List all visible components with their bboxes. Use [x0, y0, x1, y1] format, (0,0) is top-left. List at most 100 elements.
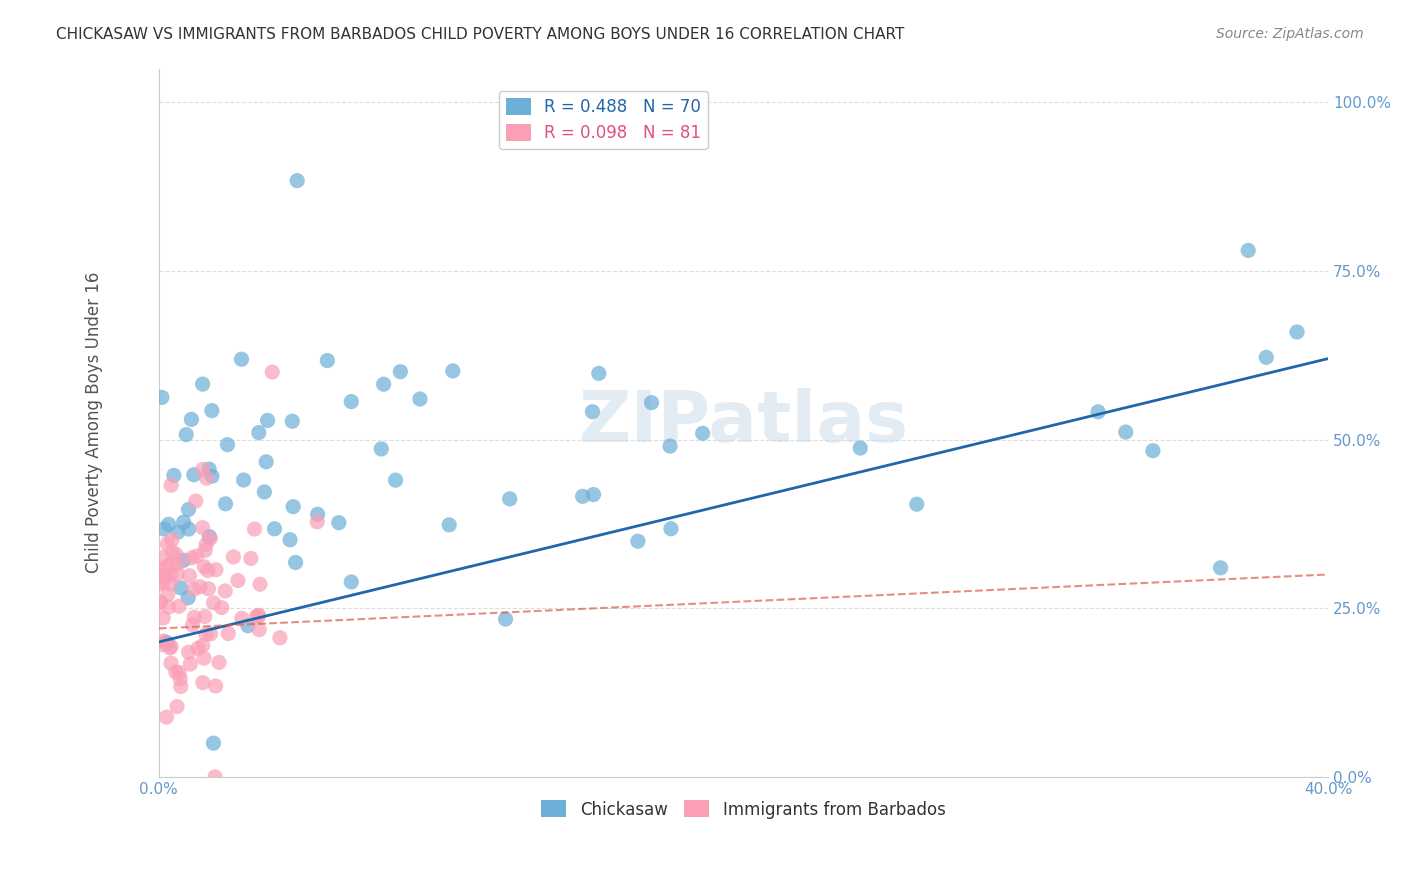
- Chickasaw: [659, 522, 682, 536]
- Chickasaw: [247, 425, 270, 440]
- Immigrants from Barbados: [191, 521, 214, 535]
- Chickasaw: [177, 591, 200, 605]
- Immigrants from Barbados: [155, 559, 177, 574]
- Chickasaw: [659, 439, 682, 453]
- Chickasaw: [173, 553, 195, 567]
- Chickasaw: [571, 489, 593, 503]
- Immigrants from Barbados: [191, 675, 214, 690]
- Chickasaw: [283, 500, 305, 514]
- Chickasaw: [284, 556, 307, 570]
- Chickasaw: [183, 467, 205, 482]
- Immigrants from Barbados: [204, 679, 226, 693]
- Chickasaw: [202, 736, 225, 750]
- Immigrants from Barbados: [152, 638, 174, 652]
- Chickasaw: [174, 427, 197, 442]
- Immigrants from Barbados: [156, 537, 179, 551]
- Immigrants from Barbados: [179, 568, 201, 582]
- Chickasaw: [157, 517, 180, 532]
- Chickasaw: [232, 473, 254, 487]
- Chickasaw: [150, 391, 173, 405]
- Chickasaw: [307, 508, 329, 522]
- Text: ZIPatlas: ZIPatlas: [578, 388, 908, 458]
- Immigrants from Barbados: [211, 600, 233, 615]
- Chickasaw: [640, 395, 662, 409]
- Chickasaw: [170, 581, 193, 595]
- Chickasaw: [254, 455, 277, 469]
- Immigrants from Barbados: [149, 596, 172, 610]
- Immigrants from Barbados: [152, 634, 174, 648]
- Immigrants from Barbados: [167, 665, 190, 680]
- Chickasaw: [370, 442, 392, 456]
- Chickasaw: [177, 522, 200, 536]
- Chickasaw: [173, 515, 195, 529]
- Immigrants from Barbados: [160, 533, 183, 547]
- Immigrants from Barbados: [166, 566, 188, 581]
- Immigrants from Barbados: [149, 576, 172, 591]
- Chickasaw: [256, 413, 278, 427]
- Immigrants from Barbados: [153, 569, 176, 583]
- Immigrants from Barbados: [243, 522, 266, 536]
- Chickasaw: [198, 462, 221, 476]
- Immigrants from Barbados: [169, 672, 191, 686]
- Immigrants from Barbados: [217, 626, 239, 640]
- Immigrants from Barbados: [191, 462, 214, 476]
- Immigrants from Barbados: [193, 651, 215, 665]
- Immigrants from Barbados: [183, 610, 205, 624]
- Chickasaw: [1209, 561, 1232, 575]
- Chickasaw: [495, 612, 517, 626]
- Immigrants from Barbados: [307, 515, 329, 529]
- Chickasaw: [285, 174, 308, 188]
- Chickasaw: [692, 426, 714, 441]
- Text: CHICKASAW VS IMMIGRANTS FROM BARBADOS CHILD POVERTY AMONG BOYS UNDER 16 CORRELAT: CHICKASAW VS IMMIGRANTS FROM BARBADOS CH…: [56, 27, 904, 42]
- Immigrants from Barbados: [149, 595, 172, 609]
- Immigrants from Barbados: [247, 609, 270, 624]
- Chickasaw: [180, 412, 202, 426]
- Immigrants from Barbados: [249, 577, 271, 591]
- Chickasaw: [905, 497, 928, 511]
- Chickasaw: [155, 635, 177, 649]
- Immigrants from Barbados: [184, 494, 207, 508]
- Immigrants from Barbados: [152, 575, 174, 590]
- Immigrants from Barbados: [247, 623, 270, 637]
- Chickasaw: [316, 353, 339, 368]
- Immigrants from Barbados: [160, 656, 183, 670]
- Chickasaw: [281, 414, 304, 428]
- Immigrants from Barbados: [177, 645, 200, 659]
- Immigrants from Barbados: [197, 582, 219, 596]
- Chickasaw: [236, 619, 259, 633]
- Immigrants from Barbados: [187, 641, 209, 656]
- Chickasaw: [167, 525, 190, 540]
- Chickasaw: [278, 533, 301, 547]
- Chickasaw: [328, 516, 350, 530]
- Chickasaw: [201, 403, 224, 417]
- Immigrants from Barbados: [167, 599, 190, 614]
- Chickasaw: [1237, 244, 1260, 258]
- Immigrants from Barbados: [160, 478, 183, 492]
- Immigrants from Barbados: [159, 568, 181, 582]
- Immigrants from Barbados: [186, 549, 208, 563]
- Immigrants from Barbados: [155, 568, 177, 582]
- Chickasaw: [409, 392, 432, 406]
- Chickasaw: [231, 352, 253, 367]
- Immigrants from Barbados: [214, 584, 236, 599]
- Chickasaw: [849, 441, 872, 455]
- Chickasaw: [198, 530, 221, 544]
- Immigrants from Barbados: [202, 596, 225, 610]
- Immigrants from Barbados: [188, 580, 211, 594]
- Immigrants from Barbados: [179, 657, 201, 671]
- Immigrants from Barbados: [183, 582, 205, 597]
- Chickasaw: [153, 522, 176, 536]
- Immigrants from Barbados: [170, 680, 193, 694]
- Chickasaw: [1087, 405, 1109, 419]
- Immigrants from Barbados: [166, 557, 188, 571]
- Immigrants from Barbados: [165, 665, 187, 680]
- Chickasaw: [253, 485, 276, 500]
- Immigrants from Barbados: [152, 611, 174, 625]
- Immigrants from Barbados: [269, 631, 291, 645]
- Chickasaw: [627, 534, 650, 549]
- Immigrants from Barbados: [205, 563, 228, 577]
- Chickasaw: [581, 405, 603, 419]
- Immigrants from Barbados: [226, 574, 249, 588]
- Chickasaw: [499, 491, 522, 506]
- Immigrants from Barbados: [194, 543, 217, 558]
